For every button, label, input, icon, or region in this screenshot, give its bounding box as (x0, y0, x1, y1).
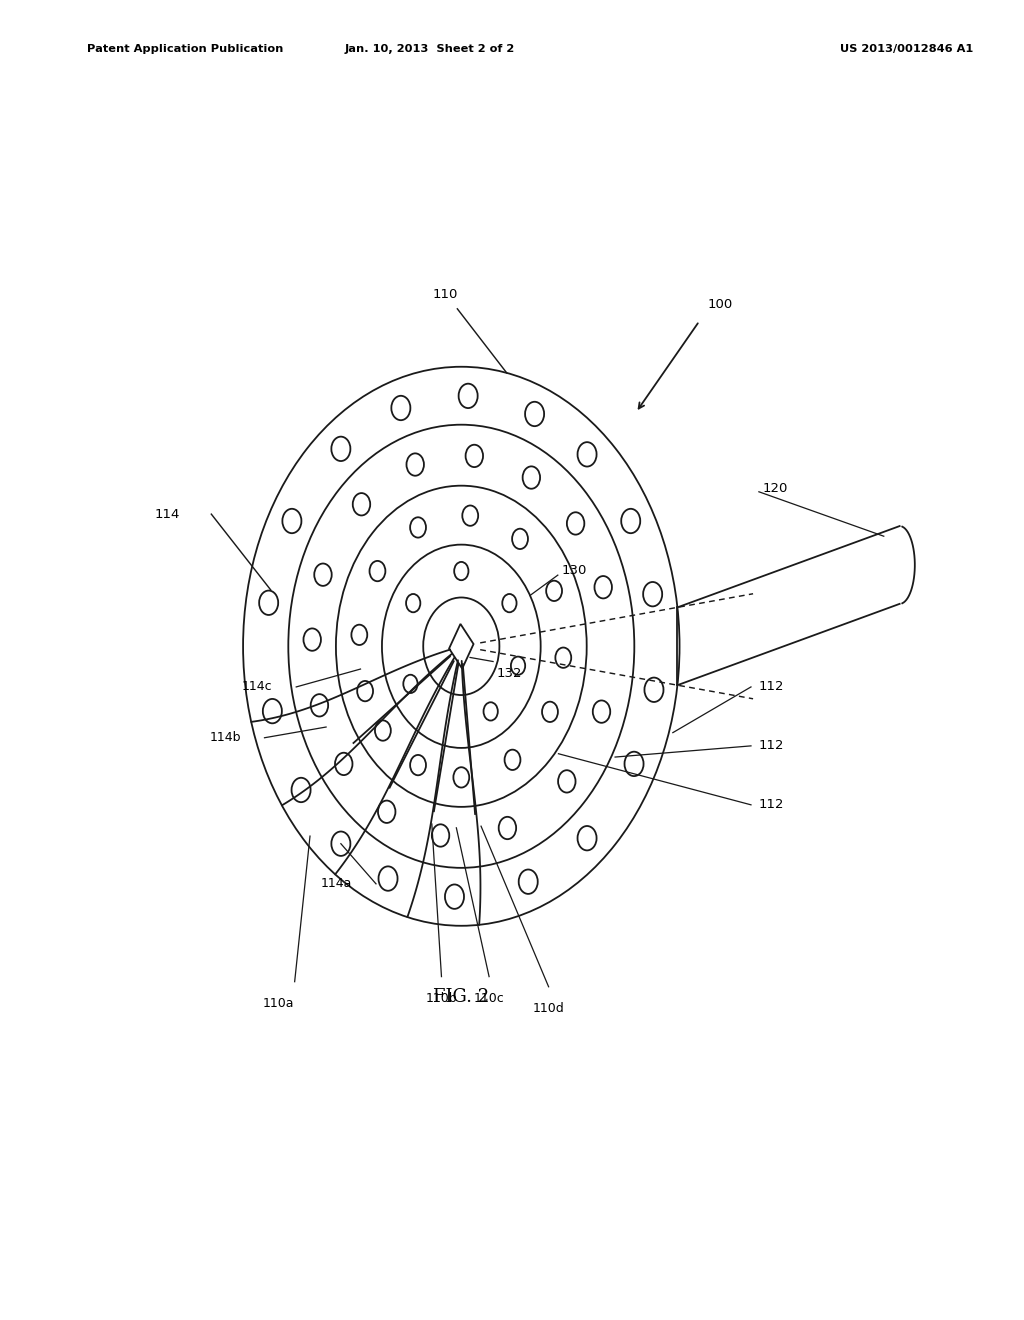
Text: 110c: 110c (474, 991, 505, 1005)
Text: FIG. 2: FIG. 2 (433, 987, 489, 1006)
Text: Patent Application Publication: Patent Application Publication (87, 44, 284, 54)
Text: 110a: 110a (263, 997, 295, 1010)
Text: 114c: 114c (242, 680, 272, 693)
Text: 110d: 110d (532, 1002, 564, 1015)
Text: 112: 112 (759, 799, 784, 812)
Text: 112: 112 (759, 739, 784, 752)
Text: 110: 110 (433, 288, 458, 301)
Text: Jan. 10, 2013  Sheet 2 of 2: Jan. 10, 2013 Sheet 2 of 2 (345, 44, 515, 54)
Text: 130: 130 (562, 564, 587, 577)
Text: 114b: 114b (209, 731, 241, 744)
Text: 114: 114 (155, 508, 179, 520)
Text: 112: 112 (759, 680, 784, 693)
Text: 132: 132 (497, 667, 522, 680)
Text: US 2013/0012846 A1: US 2013/0012846 A1 (840, 44, 973, 54)
Text: 114a: 114a (321, 878, 352, 891)
Text: 100: 100 (708, 298, 732, 312)
Text: 120: 120 (763, 482, 788, 495)
Text: 110b: 110b (426, 991, 458, 1005)
